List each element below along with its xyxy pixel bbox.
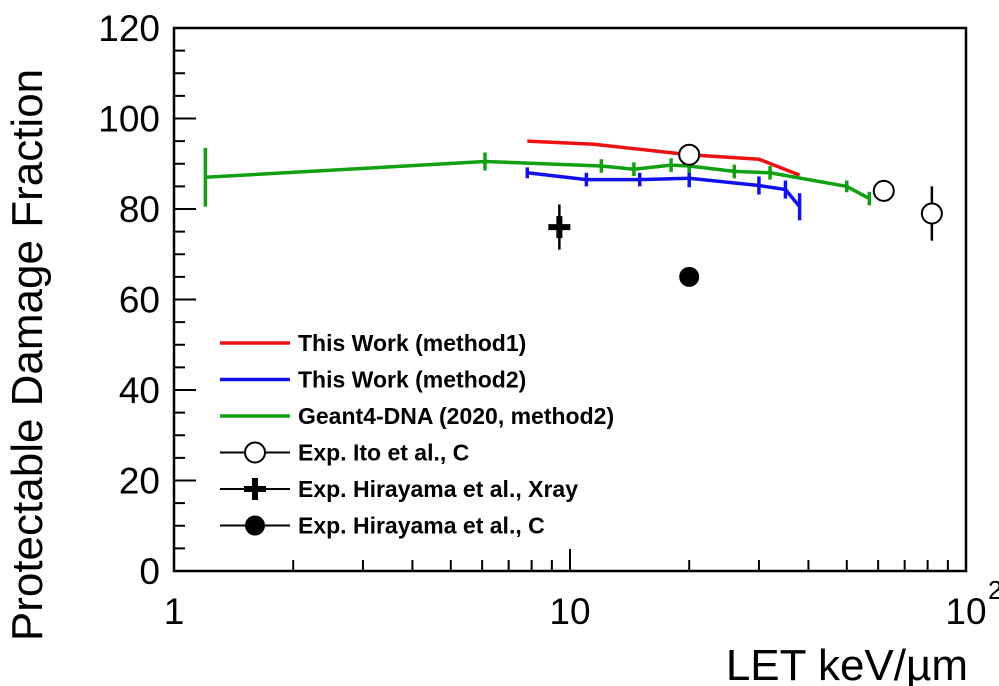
legend-label: Geant4-DNA (2020, method2) [298, 403, 614, 429]
y-tick-label: 0 [139, 551, 160, 592]
y-tick-label: 20 [119, 461, 160, 502]
y-tick-label: 80 [119, 189, 160, 230]
x-axis-label: LET keV/µm [726, 641, 968, 686]
legend-label: This Work (method1) [298, 330, 526, 356]
series-4 [678, 143, 943, 241]
data-point [920, 202, 943, 225]
legend-item: This Work (method1) [220, 330, 526, 356]
series-5 [548, 204, 571, 250]
x-tick-label: 10 [549, 591, 590, 632]
x-tick-label: 1 [164, 591, 185, 632]
series-line [205, 159, 871, 201]
legend-label: Exp. Hirayama et al., Xray [298, 476, 578, 502]
legend-item: Geant4-DNA (2020, method2) [220, 403, 614, 429]
y-axis-label: Protectable Damage Fraction [3, 69, 52, 641]
legend-label: Exp. Hirayama et al., C [298, 513, 545, 539]
y-tick-label: 120 [98, 8, 160, 49]
y-tick-label: 100 [98, 99, 160, 140]
legend-item: Exp. Hirayama et al., C [220, 513, 545, 539]
x-tick-exponent: 2 [988, 575, 999, 605]
y-tick-label: 40 [119, 370, 160, 411]
series-1 [527, 139, 801, 177]
legend-label: Exp. Ito et al., C [298, 440, 469, 466]
data-point [548, 216, 571, 239]
legend-item: Exp. Ito et al., C [220, 440, 469, 466]
series-6 [679, 266, 700, 287]
series-layer [203, 139, 943, 287]
legend-marker [244, 478, 266, 500]
series-3 [203, 147, 872, 207]
x-tick-label: 10 [945, 591, 986, 632]
series-2 [525, 167, 802, 221]
legend-marker [245, 515, 265, 536]
legend-label: This Work (method2) [298, 367, 526, 393]
legend: This Work (method1) This Work (method2) Ge… [220, 330, 614, 539]
legend-marker [244, 441, 266, 464]
y-tick-label: 60 [119, 280, 160, 321]
data-point [872, 179, 895, 202]
data-point [678, 143, 701, 166]
series-line [527, 139, 801, 177]
legend-item: This Work (method2) [220, 367, 526, 393]
data-point [679, 266, 700, 287]
legend-item: Exp. Hirayama et al., Xray [220, 476, 578, 502]
